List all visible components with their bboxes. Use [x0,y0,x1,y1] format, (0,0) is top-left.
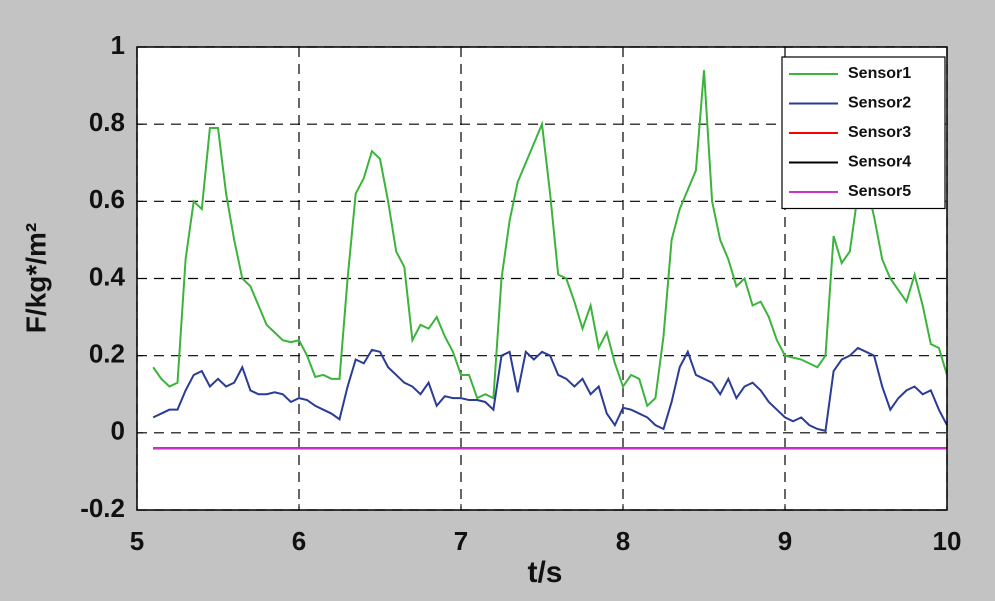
legend: Sensor1 Sensor2 Sensor3 Sensor4 Sensor5 [781,56,946,210]
y-tick-label: 0.8 [89,107,125,137]
x-tick-label: 5 [130,526,144,556]
y-tick-label: 0.4 [89,261,126,291]
y-axis-label: F/kg*/m² [20,223,51,333]
legend-label: Sensor1 [848,65,911,82]
x-tick-label: 8 [616,526,630,556]
series-line [152,346,948,433]
y-tick-label: 1 [111,30,125,60]
x-tick-label: 6 [292,526,306,556]
x-tick-label: 10 [933,526,962,556]
y-tick-label: 0.6 [89,184,125,214]
series-line [152,70,948,408]
legend-label: Sensor3 [848,124,911,141]
x-tick-label: 7 [454,526,468,556]
ticks: 5 6 7 8 9 10 -0.2 0 0.2 0.4 0.6 0.8 1 [80,30,961,556]
y-tick-label: 0.2 [89,339,125,369]
legend-label: Sensor2 [848,95,911,112]
y-tick-label: -0.2 [80,493,125,523]
lines [152,70,948,450]
x-axis-label: t/s [527,556,562,589]
x-tick-label: 9 [778,526,792,556]
y-tick-label: 0 [111,416,125,446]
legend-label: Sensor4 [848,154,911,171]
legend-label: Sensor5 [848,183,911,200]
